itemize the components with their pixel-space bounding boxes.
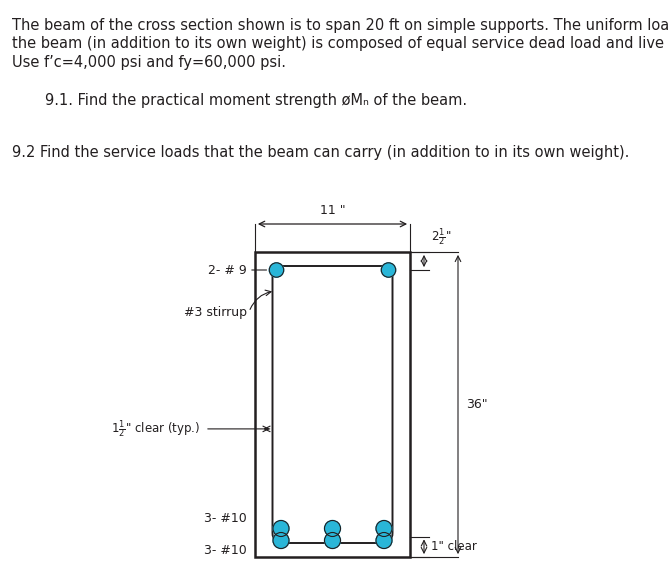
Text: The beam of the cross section shown is to span 20 ft on simple supports. The uni: The beam of the cross section shown is t… — [12, 18, 668, 33]
Text: #3 stirrup: #3 stirrup — [184, 305, 247, 319]
Text: 11 ": 11 " — [320, 204, 345, 217]
Circle shape — [273, 532, 289, 549]
Text: 9.1. Find the practical moment strength øMₙ of the beam.: 9.1. Find the practical moment strength … — [45, 93, 467, 108]
Circle shape — [325, 520, 341, 536]
Text: Use f’c=4,000 psi and fy=60,000 psi.: Use f’c=4,000 psi and fy=60,000 psi. — [12, 55, 286, 70]
Text: 2- # 9: 2- # 9 — [208, 263, 247, 277]
Circle shape — [325, 532, 341, 549]
Text: 3- #10: 3- #10 — [204, 545, 247, 558]
Bar — [255, 252, 410, 557]
Text: the beam (in addition to its own weight) is composed of equal service dead load : the beam (in addition to its own weight)… — [12, 36, 668, 52]
Circle shape — [269, 263, 284, 277]
Circle shape — [381, 263, 395, 277]
Circle shape — [376, 520, 392, 536]
Circle shape — [273, 520, 289, 536]
Text: 3- #10: 3- #10 — [204, 512, 247, 524]
Text: $1\frac{1}{2}$" clear (typ.): $1\frac{1}{2}$" clear (typ.) — [111, 418, 200, 440]
Text: 9.2 Find the service loads that the beam can carry (in addition to in its own we: 9.2 Find the service loads that the beam… — [12, 145, 629, 160]
Text: 36": 36" — [466, 398, 488, 411]
Text: $2\frac{1}{2}$": $2\frac{1}{2}$" — [431, 227, 452, 248]
Text: 1" clear: 1" clear — [431, 540, 477, 553]
Circle shape — [376, 532, 392, 549]
